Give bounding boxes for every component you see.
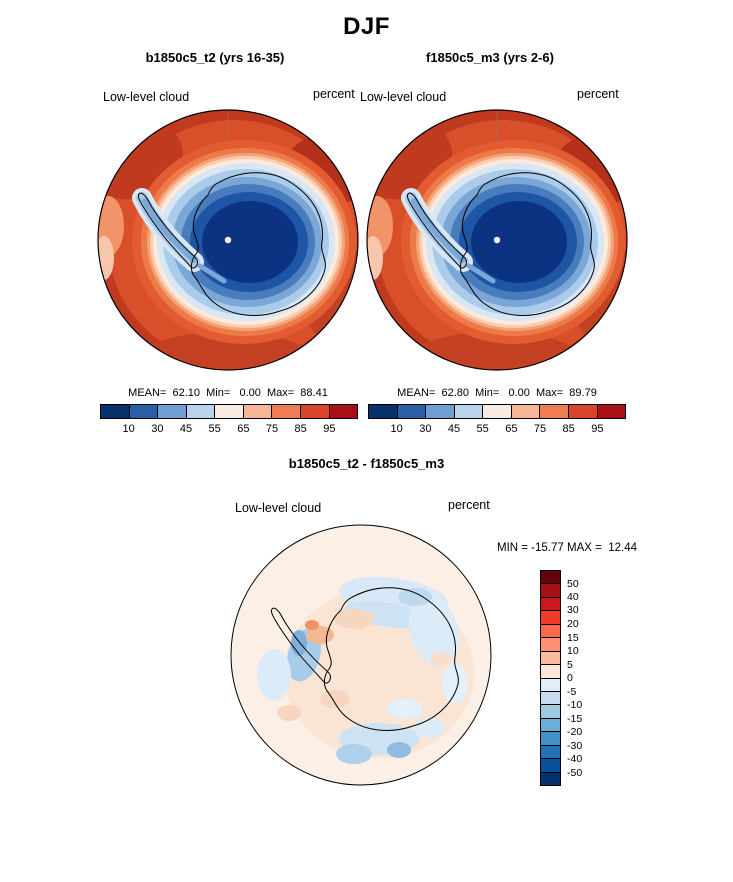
colorbar-segment <box>454 405 484 418</box>
colorbar-tick-label: 85 <box>562 423 575 435</box>
map-left <box>96 108 360 372</box>
colorbar-tick-label: 95 <box>591 423 604 435</box>
colorbar-tick-label: 30 <box>419 423 432 435</box>
colorbar-segment <box>541 651 560 666</box>
colorbar-segment <box>101 405 130 418</box>
colorbar-segment <box>397 405 427 418</box>
colorbar-tick-label: -10 <box>567 699 583 711</box>
colorbar-segment <box>597 405 626 418</box>
colorbar-tick-label: 5 <box>567 658 573 671</box>
colorbar-segment <box>541 718 560 733</box>
colorbar-segment <box>511 405 541 418</box>
colorbar-segment <box>568 405 598 418</box>
colorbar-segment <box>541 665 560 679</box>
colorbar-tick-label: -40 <box>567 753 583 765</box>
colorbar-tick-label: -20 <box>567 725 583 738</box>
colorbar-tick-label: 50 <box>567 577 579 590</box>
colorbar-segment <box>158 405 187 418</box>
colorbar-segment <box>215 405 244 418</box>
colorbar-tick-label: 30 <box>151 423 164 435</box>
colorbar-tick-label: 0 <box>567 672 573 684</box>
diff-title: b1850c5_t2 - f1850c5_m3 <box>288 456 445 471</box>
colorbar-segment <box>541 638 560 652</box>
colorbar-right: 10 30 45 55 65 75 85 95 <box>368 404 626 440</box>
colorbar-tick-label: 85 <box>294 423 307 435</box>
colorbar-segment <box>541 691 560 706</box>
diff-minmax: MIN = -15.77 MAX = 12.44 <box>497 542 637 554</box>
colorbar-tick-label: 55 <box>208 423 221 435</box>
colorbar-diff: 50 40 30 20 15 10 5 0 -5 -10 -15 -20 -30 -40 -50 <box>540 570 610 790</box>
colorbar-segment <box>483 405 512 418</box>
colorbar-segment <box>300 405 330 418</box>
variable-label-left: Low-level cloud <box>103 90 190 104</box>
units-label-diff: percent <box>448 498 490 512</box>
variable-label-right: Low-level cloud <box>360 90 447 104</box>
colorbar-segment <box>541 759 560 773</box>
stats-right: MEAN= 62.80 Min= 0.00 Max= 89.79 <box>397 387 597 399</box>
colorbar-segment <box>541 611 560 625</box>
colorbar-segment <box>541 624 560 639</box>
colorbar-tick-label: 10 <box>567 644 579 657</box>
map-right <box>365 108 629 372</box>
colorbar-segment <box>129 405 159 418</box>
colorbar-tick-label: 15 <box>567 631 579 644</box>
panel-title-right: f1850c5_m3 (yrs 2-6) <box>426 50 554 65</box>
colorbar-tick-label: -30 <box>567 739 583 752</box>
colorbar-segment <box>541 597 560 612</box>
colorbar-segment <box>541 772 560 785</box>
colorbar-segment <box>186 405 216 418</box>
colorbar-segment <box>272 405 301 418</box>
units-label-right: percent <box>577 87 619 101</box>
map-diff <box>229 523 493 787</box>
colorbar-tick-label: 45 <box>447 423 461 435</box>
figure-title: DJF <box>343 13 390 40</box>
colorbar-tick-label: 55 <box>476 423 489 435</box>
colorbar-tick-label: -50 <box>567 766 583 779</box>
colorbar-segment <box>541 584 560 598</box>
colorbar-segment <box>541 705 560 719</box>
colorbar-tick-label: 30 <box>567 604 579 617</box>
colorbar-tick-label: 95 <box>323 423 336 435</box>
stats-left: MEAN= 62.10 Min= 0.00 Max= 88.41 <box>128 387 328 399</box>
colorbar-segment <box>243 405 273 418</box>
colorbar-segment <box>369 405 398 418</box>
colorbar-segment <box>540 405 569 418</box>
colorbar-tick-label: 65 <box>237 423 250 435</box>
colorbar-tick-label: -15 <box>567 712 583 725</box>
units-label-left: percent <box>313 87 355 101</box>
colorbar-tick-label: 75 <box>265 423 279 435</box>
colorbar-segment <box>541 678 560 692</box>
colorbar-segment <box>541 745 560 760</box>
colorbar-segment <box>329 405 358 418</box>
variable-label-diff: Low-level cloud <box>235 501 322 515</box>
panel-title-left: b1850c5_t2 (yrs 16-35) <box>145 50 285 65</box>
colorbar-left: 10 30 45 55 65 75 85 95 <box>100 404 358 440</box>
colorbar-tick-label: 10 <box>390 423 403 435</box>
colorbar-tick-label: 40 <box>567 591 579 603</box>
colorbar-tick-label: 20 <box>567 618 579 630</box>
colorbar-tick-label: 10 <box>122 423 135 435</box>
colorbar-segment <box>426 405 455 418</box>
colorbar-tick-label: 75 <box>533 423 547 435</box>
colorbar-segment <box>541 732 560 746</box>
colorbar-tick-label: 65 <box>505 423 518 435</box>
colorbar-segment <box>541 571 560 585</box>
colorbar-tick-label: 45 <box>179 423 193 435</box>
colorbar-tick-label: -5 <box>567 685 577 698</box>
